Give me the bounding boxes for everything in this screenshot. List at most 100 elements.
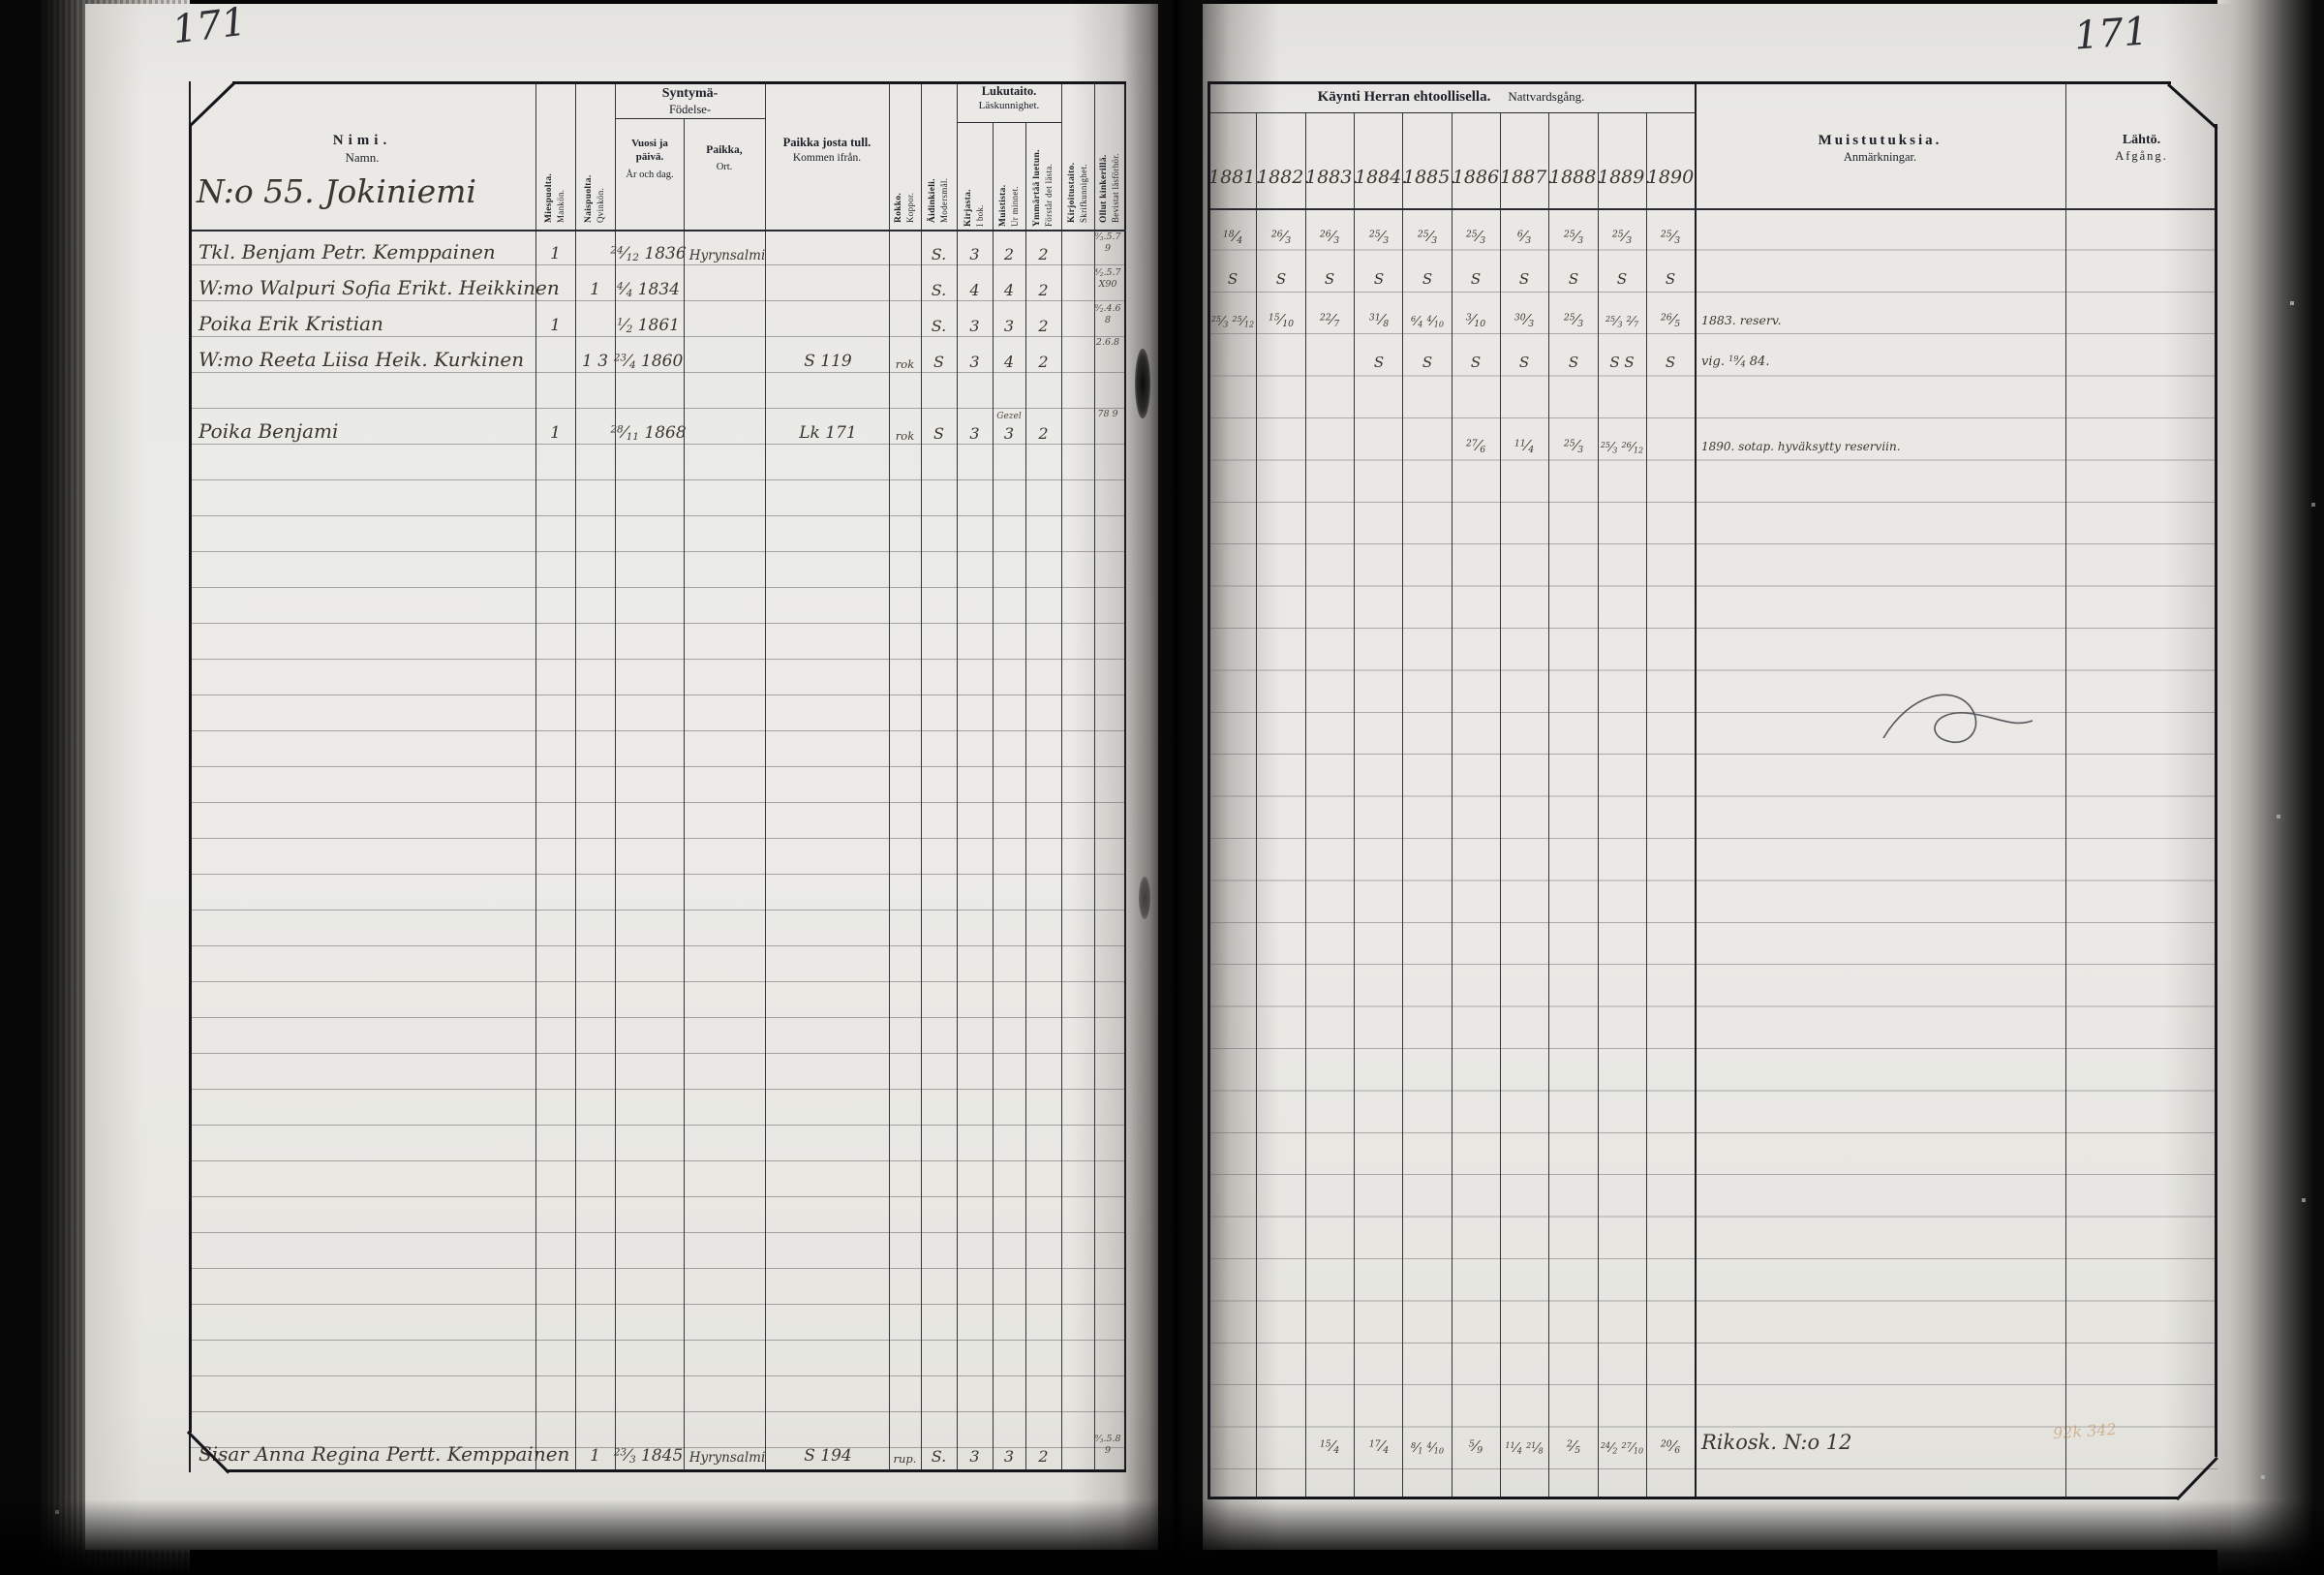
communion-cell: S — [1324, 270, 1335, 288]
column-line — [2065, 81, 2066, 1499]
year-header: 1882. — [1257, 167, 1310, 188]
right-page — [1203, 4, 2231, 1550]
household-title: N:o 55. Jokiniemi — [197, 172, 476, 210]
header-divider — [615, 118, 765, 119]
language-cell: S. — [931, 1447, 947, 1466]
label-fi: Syntymä- — [661, 86, 719, 101]
origin-cell: S 119 — [804, 352, 852, 371]
birth-date-cell: 28⁄11 1868 — [610, 422, 687, 443]
label-sv: Modersmål. — [939, 177, 949, 223]
header-divider — [1208, 112, 1695, 113]
label-fi: Lukutaito. — [981, 84, 1037, 98]
vaccination-cell: rup. — [893, 1452, 917, 1466]
label-fi: Muistutuksia. — [1818, 133, 1942, 148]
birth-date-cell: 23⁄3 1845 — [613, 1445, 684, 1466]
communion-cell: S S — [1609, 354, 1635, 371]
label-fi: Kirjoitustaito. — [1066, 162, 1077, 223]
comprehension-cell: 2 — [1038, 281, 1049, 299]
label-sv: I bok. — [975, 204, 985, 227]
communion-cell: 6⁄3 — [1516, 228, 1532, 246]
label-fi: Ollut kinkerillä. — [1099, 154, 1109, 223]
person-row: Tkl. Benjam Petr. Kemppainen 1 24⁄12 183… — [189, 231, 1126, 266]
reading-book-cell: 3 — [969, 317, 980, 335]
birth-place-cell: Hyrynsalmi — [688, 1450, 766, 1466]
ruled-lines — [1208, 208, 2217, 1499]
communion-cell: 11⁄4 — [1514, 437, 1535, 455]
communion-cell: 25⁄3 25⁄12 — [1210, 314, 1255, 329]
language-cell: S. — [931, 245, 947, 263]
label-fi: Ymmärtää luetun. — [1032, 149, 1042, 227]
communion-cell: 22⁄7 — [1319, 311, 1340, 329]
column-line — [1094, 81, 1095, 1472]
reading-memory-cell: 4 — [1003, 281, 1015, 299]
label-fi: Äidinkieli. — [928, 178, 937, 223]
household-examination-table: Nimi. Namn. Miespuolta. Mankön. Naispuol… — [189, 81, 1126, 1472]
male-count-cell: 1 — [550, 244, 561, 263]
scan-shadow — [0, 1499, 2324, 1575]
header-paikka: Paikka, Ort. — [684, 143, 765, 174]
communion-row: S S S S S S S S S S — [1208, 251, 2217, 293]
communion-row: 18⁄4 26⁄3 26⁄3 25⁄3 25⁄3 25⁄3 6⁄3 25⁄3 2… — [1208, 209, 2217, 252]
label-sv: Nattvardsgång. — [1508, 89, 1585, 104]
communion-cell: 26⁄3 — [1319, 228, 1340, 246]
label-sv: Koppor. — [905, 192, 915, 223]
female-count-cell: 1 3 — [581, 352, 609, 371]
communion-cell: S — [1665, 354, 1676, 371]
communion-cell: S — [1518, 354, 1530, 371]
column-line — [684, 118, 685, 1472]
catechism-attendance-cell: 2.6.8 — [1095, 337, 1120, 348]
column-header-miespuolta: Miespuolta. Mankön. — [535, 89, 575, 223]
communion-cell: S — [1470, 270, 1482, 288]
header-label: Nimi. — [332, 133, 392, 148]
label-sv: Förstår det lästa. — [1044, 163, 1054, 227]
catechism-attendance-cell: 9⁄3.5.8 9 — [1094, 1433, 1121, 1457]
reading-memory-cell: 2 — [1003, 245, 1015, 263]
reading-memory-cell: 3 — [1003, 1447, 1015, 1466]
header-divider — [957, 122, 1061, 123]
communion-cell: 26⁄3 — [1270, 228, 1292, 246]
year-header: 1881. — [1208, 167, 1262, 188]
table-border — [1208, 81, 1210, 1499]
name-cell: Sisar Anna Regina Pertt. Kemppainen — [199, 1442, 570, 1466]
communion-cell: 26⁄5 — [1660, 311, 1681, 329]
communion-attendance-table: Käynti Herran ehtoollisella. Nattvardsgå… — [1208, 81, 2217, 1499]
communion-cell: S — [1275, 270, 1287, 288]
label-sv: Ort. — [716, 162, 733, 173]
header-label: Namn. — [345, 149, 380, 165]
reading-book-cell: 3 — [969, 424, 980, 443]
female-count-cell: 1 — [590, 280, 600, 299]
remark-cell: vig. 19⁄4 84. — [1701, 354, 1770, 369]
label-sv: Qvinkön. — [596, 187, 605, 223]
year-header: 1887. — [1500, 167, 1553, 188]
year-header: 1888. — [1549, 167, 1603, 188]
folio-number-left: 171 — [169, 0, 249, 53]
column-line — [765, 81, 766, 1472]
column-header-aidinkieli: Äidinkieli. Modersmål. — [921, 89, 957, 223]
dust-specks — [0, 0, 2, 2]
label-sv: År och dag. — [626, 169, 674, 180]
label-fi: Paikka, — [706, 144, 743, 156]
language-cell: S — [933, 353, 944, 371]
page-stack-right-edge — [2217, 0, 2324, 1575]
comprehension-cell: 2 — [1038, 317, 1049, 335]
column-header-ymmartaa: Ymmärtää luetun. Förstår det lästa. — [1025, 128, 1061, 227]
header-muistutuksia: Muistutuksia. Anmärkningar. — [1695, 132, 2065, 165]
male-count-cell: 1 — [550, 316, 561, 335]
label-fi: Kirjasta. — [963, 189, 973, 227]
year-header: 1885. — [1403, 167, 1456, 188]
book-gutter-fold — [1121, 0, 1230, 1575]
column-line — [1646, 112, 1647, 1499]
communion-cell: 25⁄3 2⁄7 — [1605, 314, 1639, 329]
column-line — [993, 122, 994, 1472]
table-border — [1208, 81, 2171, 84]
birth-date-cell: 23⁄4 1860 — [613, 351, 684, 371]
communion-cell: S — [1422, 354, 1433, 371]
label-sv: Bevistat läsförhör. — [1111, 153, 1120, 223]
column-line — [1354, 112, 1355, 1499]
communion-cell: 24⁄2 27⁄10 — [1600, 1440, 1644, 1456]
label-sv: Kommen ifrån. — [792, 151, 862, 164]
header-lukutaito: Lukutaito. Läskunnighet. — [957, 84, 1061, 112]
header-vuosi: Vuosi ja päivä. År och dag. — [617, 138, 683, 181]
birth-date-cell: 1⁄2 1861 — [617, 315, 680, 335]
header-communion-title: Käynti Herran ehtoollisella. Nattvardsgå… — [1208, 87, 1695, 107]
